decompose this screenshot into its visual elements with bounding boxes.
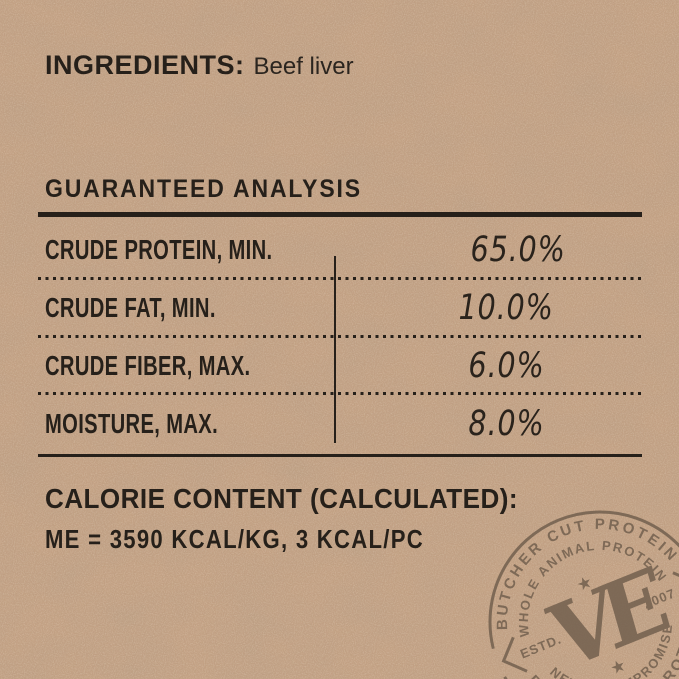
ve-brand-stamp: BUTCHER CUT PROTEIN BUTCHER CUT PROTEIN … <box>466 486 679 679</box>
ingredients-value: Beef liver <box>253 53 354 80</box>
row-value: 65.0% <box>470 230 567 270</box>
row-value: 8.0% <box>467 404 545 444</box>
column-divider <box>334 256 336 443</box>
row-label: CRUDE FIBER, MAX. <box>45 349 251 381</box>
row-label: CRUDE PROTEIN, MIN. <box>45 234 273 265</box>
ingredients-label: INGREDIENTS: <box>45 50 245 80</box>
row-label: MOISTURE, MAX. <box>45 408 219 439</box>
row-value: 10.0% <box>458 288 554 328</box>
guaranteed-analysis-table: CRUDE PROTEIN, MIN. 65.0% CRUDE FAT, MIN… <box>38 221 642 457</box>
table-row: CRUDE FAT, MIN. 10.0% <box>38 279 642 338</box>
guaranteed-analysis-title: GUARANTEED ANALYSIS <box>45 175 362 203</box>
ingredients-line: INGREDIENTS: Beef liver <box>45 50 354 81</box>
table-row: CRUDE FIBER, MAX. 6.0% <box>38 337 642 395</box>
double-rule <box>38 212 642 217</box>
calorie-content-value: ME = 3590 KCAL/KG, 3 KCAL/PC <box>45 524 424 554</box>
row-label: CRUDE FAT, MIN. <box>45 292 216 323</box>
table-row: CRUDE PROTEIN, MIN. 65.0% <box>38 221 642 280</box>
table-row: MOISTURE, MAX. 8.0% <box>38 394 642 454</box>
row-value: 6.0% <box>467 345 545 386</box>
